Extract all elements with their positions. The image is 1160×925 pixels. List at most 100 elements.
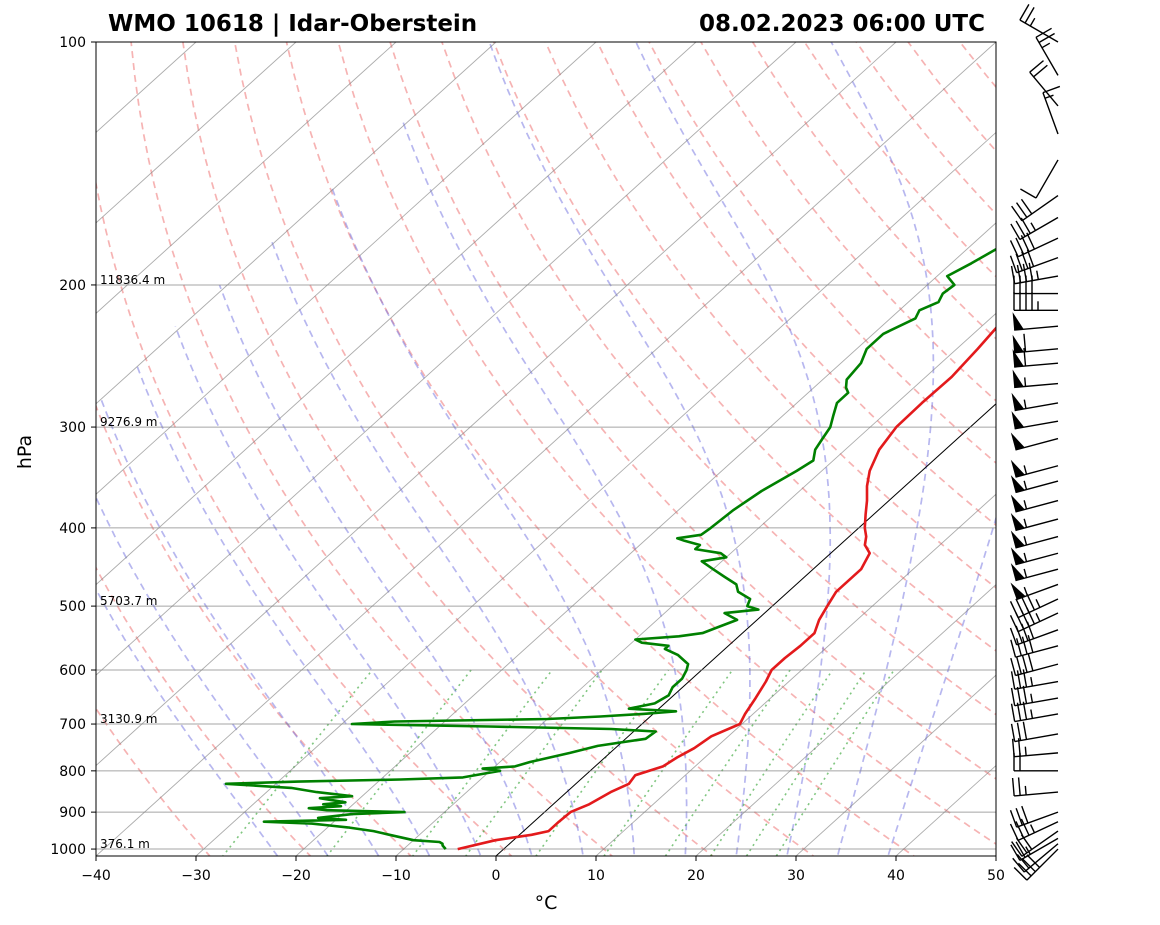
moist-adiabat — [635, 42, 832, 856]
barb-staff — [1015, 499, 1059, 513]
barb-flag — [1011, 205, 1023, 222]
dry-adiabat — [233, 42, 815, 856]
barb-flag — [1022, 721, 1028, 740]
height-label: 11836.4 m — [100, 273, 165, 287]
wind-barb — [1010, 459, 1059, 478]
barb-pennant — [1012, 334, 1024, 353]
barb-flag — [1020, 198, 1033, 215]
barb-half-flag — [1023, 586, 1029, 596]
barb-flag — [1022, 669, 1028, 688]
barb-half-flag — [1023, 480, 1028, 490]
barb-staff — [1017, 598, 1059, 619]
temperature-profile — [457, 326, 996, 851]
barb-flag — [1019, 4, 1030, 21]
barb-staff — [1035, 36, 1059, 76]
moist-adiabat — [174, 325, 482, 856]
wind-barb — [1010, 494, 1059, 513]
barb-flag — [1021, 654, 1028, 673]
dewpoint-profile — [224, 247, 996, 850]
height-label: 5703.7 m — [100, 594, 158, 608]
barb-half-flag — [1023, 465, 1028, 475]
wind-barb — [1035, 27, 1059, 76]
barb-half-flag — [1035, 599, 1041, 608]
wind-barb — [1011, 777, 1059, 797]
barb-half-flag — [1035, 613, 1041, 622]
mixing-ratio-line — [664, 669, 791, 856]
wind-barb — [1013, 275, 1058, 295]
barb-staff — [1014, 420, 1059, 430]
wind-barb — [1011, 411, 1059, 430]
y-tick-label: 900 — [59, 805, 86, 821]
barb-flag — [1020, 595, 1030, 613]
wind-barbs — [1009, 4, 1061, 881]
dry-adiabat — [803, 42, 996, 278]
barb-half-flag — [1029, 824, 1036, 834]
x-axis-label: °C — [535, 892, 558, 914]
barb-half-flag — [1044, 94, 1054, 99]
wind-barb — [1012, 369, 1059, 389]
barb-staff — [1019, 216, 1059, 241]
barb-pennant — [1010, 563, 1025, 581]
barb-staff — [1017, 821, 1059, 841]
barb-flag — [1023, 348, 1027, 367]
dry-adiabat — [130, 42, 614, 856]
barb-flag — [1016, 853, 1030, 869]
barb-flag — [1033, 64, 1048, 78]
height-label: 3130.9 m — [100, 712, 158, 726]
barb-flag — [1010, 657, 1017, 676]
mixing-ratio-line — [464, 669, 603, 856]
barb-flag — [1010, 639, 1017, 658]
wind-barb — [1010, 634, 1059, 658]
wind-barb — [1012, 333, 1059, 354]
wind-barb — [1010, 669, 1059, 690]
isotherm — [295, 222, 996, 856]
wind-barb — [1010, 513, 1059, 532]
wind-barb — [1009, 805, 1059, 828]
dry-adiabat — [96, 403, 413, 856]
barb-staff — [1029, 71, 1059, 107]
barb-flag — [1016, 722, 1022, 741]
barb-staff — [1023, 843, 1059, 873]
barb-pennant — [1010, 475, 1025, 493]
barb-staff — [1035, 159, 1059, 199]
x-tick-label: 40 — [887, 868, 905, 884]
isotherm — [96, 42, 897, 767]
zero-isotherm — [495, 403, 996, 856]
barb-flag — [1022, 858, 1036, 873]
barb-flag — [1020, 188, 1037, 199]
dry-adiabat — [1115, 42, 1160, 866]
barb-pennant — [1010, 432, 1025, 450]
barb-flag — [1015, 598, 1025, 616]
barb-flag — [1012, 857, 1025, 873]
moist-adiabat — [887, 515, 996, 856]
barb-staff — [1026, 848, 1059, 881]
dry-adiabat — [1012, 42, 1160, 866]
barb-flag — [1017, 862, 1032, 877]
barb-half-flag — [1023, 399, 1027, 409]
isotherm — [96, 42, 797, 676]
moist-adiabat — [135, 362, 431, 856]
dry-adiabat — [285, 42, 916, 856]
dry-adiabat — [96, 566, 312, 856]
barb-half-flag — [1023, 568, 1028, 578]
y-tick-label: 200 — [59, 278, 86, 294]
barb-staff — [1015, 480, 1059, 494]
barb-flag — [1024, 7, 1035, 24]
barb-flag — [1015, 656, 1022, 675]
barb-staff — [1021, 195, 1059, 222]
barb-flag — [1010, 844, 1021, 861]
isotherm — [96, 42, 397, 314]
barb-staff — [1014, 733, 1059, 743]
barb-half-flag — [1024, 746, 1027, 756]
mixing-ratio-line — [745, 669, 867, 856]
wind-barb — [1010, 530, 1059, 549]
wind-barb — [1011, 195, 1059, 222]
barb-flag — [1009, 240, 1019, 258]
barb-flag — [1010, 687, 1016, 706]
barb-staff — [1014, 680, 1059, 690]
barb-flag — [1010, 671, 1016, 690]
wind-barb — [1009, 607, 1059, 633]
x-tick-label: 0 — [492, 868, 501, 884]
barb-flag — [1009, 601, 1019, 618]
dry-adiabat — [907, 42, 996, 153]
